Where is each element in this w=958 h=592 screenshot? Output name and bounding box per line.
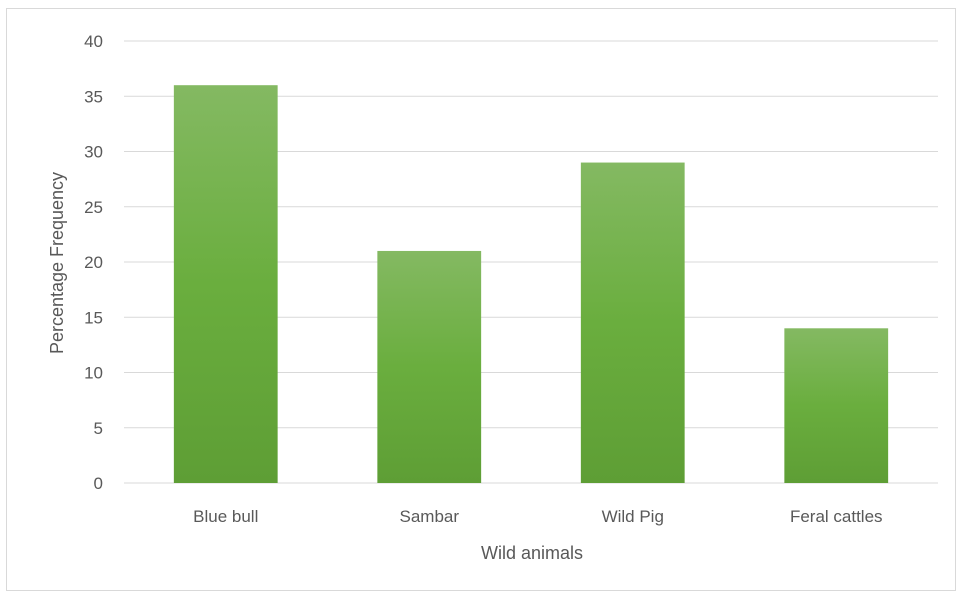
bar-wild-pig xyxy=(580,162,685,484)
y-tick-label: 25 xyxy=(84,198,103,217)
x-tick-label: Wild Pig xyxy=(602,507,664,526)
y-tick-label: 0 xyxy=(94,474,103,493)
x-tick-label: Blue bull xyxy=(193,507,258,526)
y-tick-labels: 0 5 10 15 20 25 30 35 40 xyxy=(84,32,103,493)
bars xyxy=(173,85,889,484)
y-tick-label: 5 xyxy=(94,419,103,438)
y-tick-label: 15 xyxy=(84,308,103,327)
bar-sambar xyxy=(377,250,482,483)
y-tick-label: 40 xyxy=(84,32,103,51)
x-tick-labels: Blue bull Sambar Wild Pig Feral cattles xyxy=(193,507,882,526)
y-axis-title: Percentage Frequency xyxy=(47,172,67,354)
x-tick-label: Feral cattles xyxy=(790,507,883,526)
y-tick-label: 10 xyxy=(84,364,103,383)
x-tick-label: Sambar xyxy=(399,507,459,526)
y-tick-label: 20 xyxy=(84,253,103,272)
y-tick-label: 35 xyxy=(84,87,103,106)
y-tick-label: 30 xyxy=(84,143,103,162)
bar-feral-cattles xyxy=(784,328,889,483)
x-axis-title: Wild animals xyxy=(481,543,583,563)
bar-blue-bull xyxy=(173,85,278,483)
